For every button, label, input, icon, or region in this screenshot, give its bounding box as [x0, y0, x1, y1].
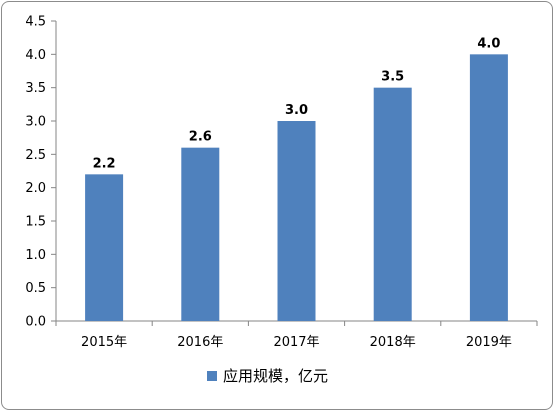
y-tick-label: 1.5	[25, 215, 46, 230]
bar	[85, 174, 124, 321]
y-tick-label: 4.0	[25, 48, 46, 63]
bar	[373, 87, 412, 322]
data-label: 2.6	[189, 130, 212, 145]
data-label: 3.0	[285, 103, 308, 118]
y-tick-label: 2.0	[25, 181, 46, 196]
y-tick-label: 3.0	[25, 115, 46, 130]
y-tick-label: 3.5	[25, 81, 46, 96]
bar	[469, 54, 508, 321]
y-tick-label: 2.5	[25, 148, 46, 163]
bar	[181, 147, 220, 321]
legend-label: 应用规模，亿元	[223, 367, 328, 385]
x-tick-label: 2016年	[177, 335, 223, 350]
y-tick-label: 1.0	[25, 248, 46, 263]
bar	[277, 121, 316, 321]
x-tick-label: 2017年	[273, 335, 319, 350]
data-label: 4.0	[477, 36, 500, 51]
y-tick-label: 0.5	[25, 281, 46, 296]
data-label: 2.2	[93, 156, 116, 171]
y-tick-label: 0.0	[25, 315, 46, 330]
y-tick-label: 4.5	[25, 15, 46, 30]
x-tick-label: 2019年	[466, 335, 512, 350]
data-label: 3.5	[381, 70, 404, 85]
legend-swatch	[207, 371, 217, 381]
x-tick-label: 2018年	[370, 335, 416, 350]
x-tick-label: 2015年	[81, 335, 127, 350]
